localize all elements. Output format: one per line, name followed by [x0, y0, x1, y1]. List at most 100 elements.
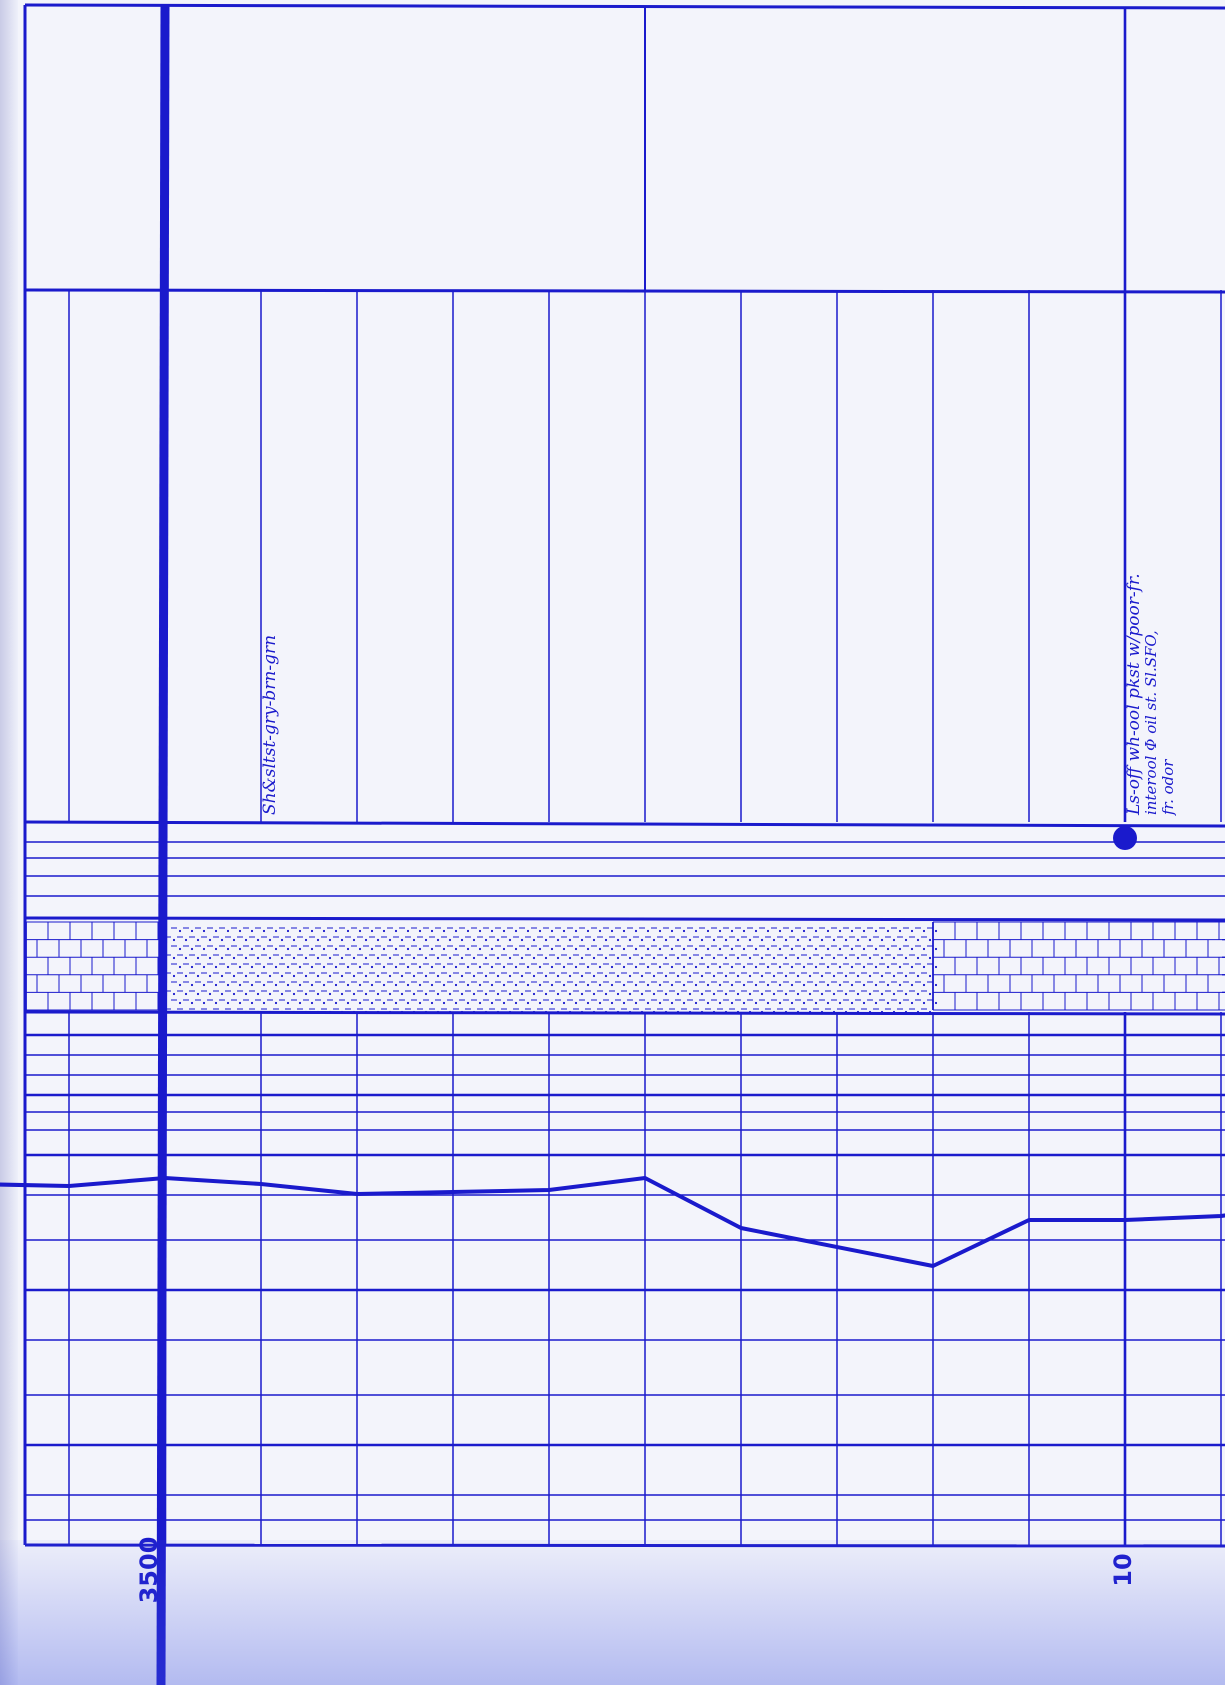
lithology-silt-dot [232, 938, 236, 942]
lithology-silt-dot [538, 947, 542, 951]
lithology-silt-dot [472, 956, 476, 960]
lithology-silt-dot [580, 1010, 584, 1014]
lithology-silt-dot [562, 965, 566, 969]
lithology-silt-dot [550, 947, 554, 951]
lithology-silt-dot [490, 947, 494, 951]
lithology-silt-dot [916, 992, 920, 996]
lithology-silt-dot [634, 1001, 638, 1005]
lithology-silt-dot [748, 938, 752, 942]
lithology-silt-dot [292, 992, 296, 996]
lithology-silt-dot [628, 956, 632, 960]
lithology-silt-dot [574, 929, 578, 933]
lithology-silt-dot [514, 929, 518, 933]
lithology-silt-dot [736, 992, 740, 996]
lithology-silt-dot [394, 965, 398, 969]
lithology-silt-dot [598, 929, 602, 933]
lithology-silt-dot [232, 974, 236, 978]
lithology-silt-dot [562, 947, 566, 951]
lithology-silt-dot [544, 974, 548, 978]
lithology-silt-dot [256, 956, 260, 960]
lithology-silt-dot [880, 956, 884, 960]
lithology-silt-dot [376, 938, 380, 942]
lithology-note: Ls-off wh-ool pkst w/poor-fr.interool Φ … [1124, 573, 1177, 816]
show-symbols [1113, 826, 1137, 850]
lithology-silt-dot [286, 965, 290, 969]
lithology-silt-dot [574, 983, 578, 987]
lithology-silt-dot [346, 1001, 350, 1005]
log-grid [23, 3, 1225, 1685]
lithology-silt-dot [484, 938, 488, 942]
lithology-silt-dot [202, 947, 206, 951]
lithology-silt-dot [496, 956, 500, 960]
lithology-silt-dot [670, 929, 674, 933]
paper-edge [0, 0, 18, 1685]
lithology-silt-dot [688, 938, 692, 942]
lithology-silt-dot [664, 992, 668, 996]
lithology-silt-dot [274, 1001, 278, 1005]
lithology-silt-dot [874, 947, 878, 951]
lithology-silt-dot [436, 974, 440, 978]
lithology-silt-dot [508, 1010, 512, 1014]
lithology-silt-dot [928, 974, 932, 978]
lithology-silt-dot [532, 956, 536, 960]
lithology-silt-dot [850, 983, 854, 987]
lithology-silt-dot [364, 992, 368, 996]
lithology-silt-dot [640, 992, 644, 996]
lithology-silt-dot [274, 983, 278, 987]
lithology-silt-dot [658, 965, 662, 969]
depth-scale: 9035001020304050607080903600 [135, 1537, 1137, 1604]
lithology-silt-dot [610, 929, 614, 933]
lithology-silt-dot [520, 938, 524, 942]
lithology-silt-dot [424, 938, 428, 942]
lithology-silt-dot [388, 974, 392, 978]
lithology-silt-dot [526, 965, 530, 969]
lithology-silt-dot [178, 929, 182, 933]
lithology-silt-dot [400, 956, 404, 960]
lithology-silt-dot [430, 929, 434, 933]
lithology-silt-dot [358, 929, 362, 933]
lithology-silt-dot [544, 992, 548, 996]
lithology-silt-dot [742, 983, 746, 987]
lithology-silt-dot [460, 974, 464, 978]
lithology-silt-dot [388, 992, 392, 996]
lithology-silt-dot [730, 983, 734, 987]
lithology-silt-dot [892, 992, 896, 996]
lithology-silt-dot [922, 929, 926, 933]
lithology-silt-dot [346, 965, 350, 969]
lithology-silt-dot [478, 983, 482, 987]
lithology-silt-dot [292, 1010, 296, 1014]
lithology-silt-dot [568, 956, 572, 960]
lithology-silt-dot [904, 974, 908, 978]
lithology-silt-dot [586, 929, 590, 933]
lithology-silt-dot [730, 1001, 734, 1005]
lithology-silt-dot [580, 992, 584, 996]
lithology-silt-dot [604, 1010, 608, 1014]
lithology-silt-dot [772, 956, 776, 960]
lithology-silt-dot [784, 992, 788, 996]
lithology-silt-dot [928, 938, 932, 942]
lithology-silt-dot [652, 1010, 656, 1014]
lithology-silt-dot [880, 974, 884, 978]
lithology-silt-dot [280, 974, 284, 978]
lithology-silt-dot [820, 1010, 824, 1014]
lithology-silt-dot [280, 992, 284, 996]
lithology-silt-dot [532, 992, 536, 996]
lithology-silt-dot [874, 983, 878, 987]
lithology-silt-dot [790, 929, 794, 933]
lithology-silt-dot [838, 983, 842, 987]
lithology-silt-dot [466, 983, 470, 987]
lithology-silt-dot [736, 974, 740, 978]
section-divider [24, 1010, 1225, 1016]
lithology-silt-dot [172, 992, 176, 996]
lithology-silt-dot [520, 974, 524, 978]
lithology-silt-dot [184, 1010, 188, 1014]
lithology-silt-dot [502, 947, 506, 951]
lithology-silt-dot [796, 974, 800, 978]
lithology-silt-dot [322, 947, 326, 951]
log-curve [0, 1176, 1225, 1268]
lithology-silt-dot [856, 974, 860, 978]
lithology-silt-dot [658, 929, 662, 933]
lithology-silt-dot [784, 1010, 788, 1014]
lithology-silt-dot [496, 1010, 500, 1014]
